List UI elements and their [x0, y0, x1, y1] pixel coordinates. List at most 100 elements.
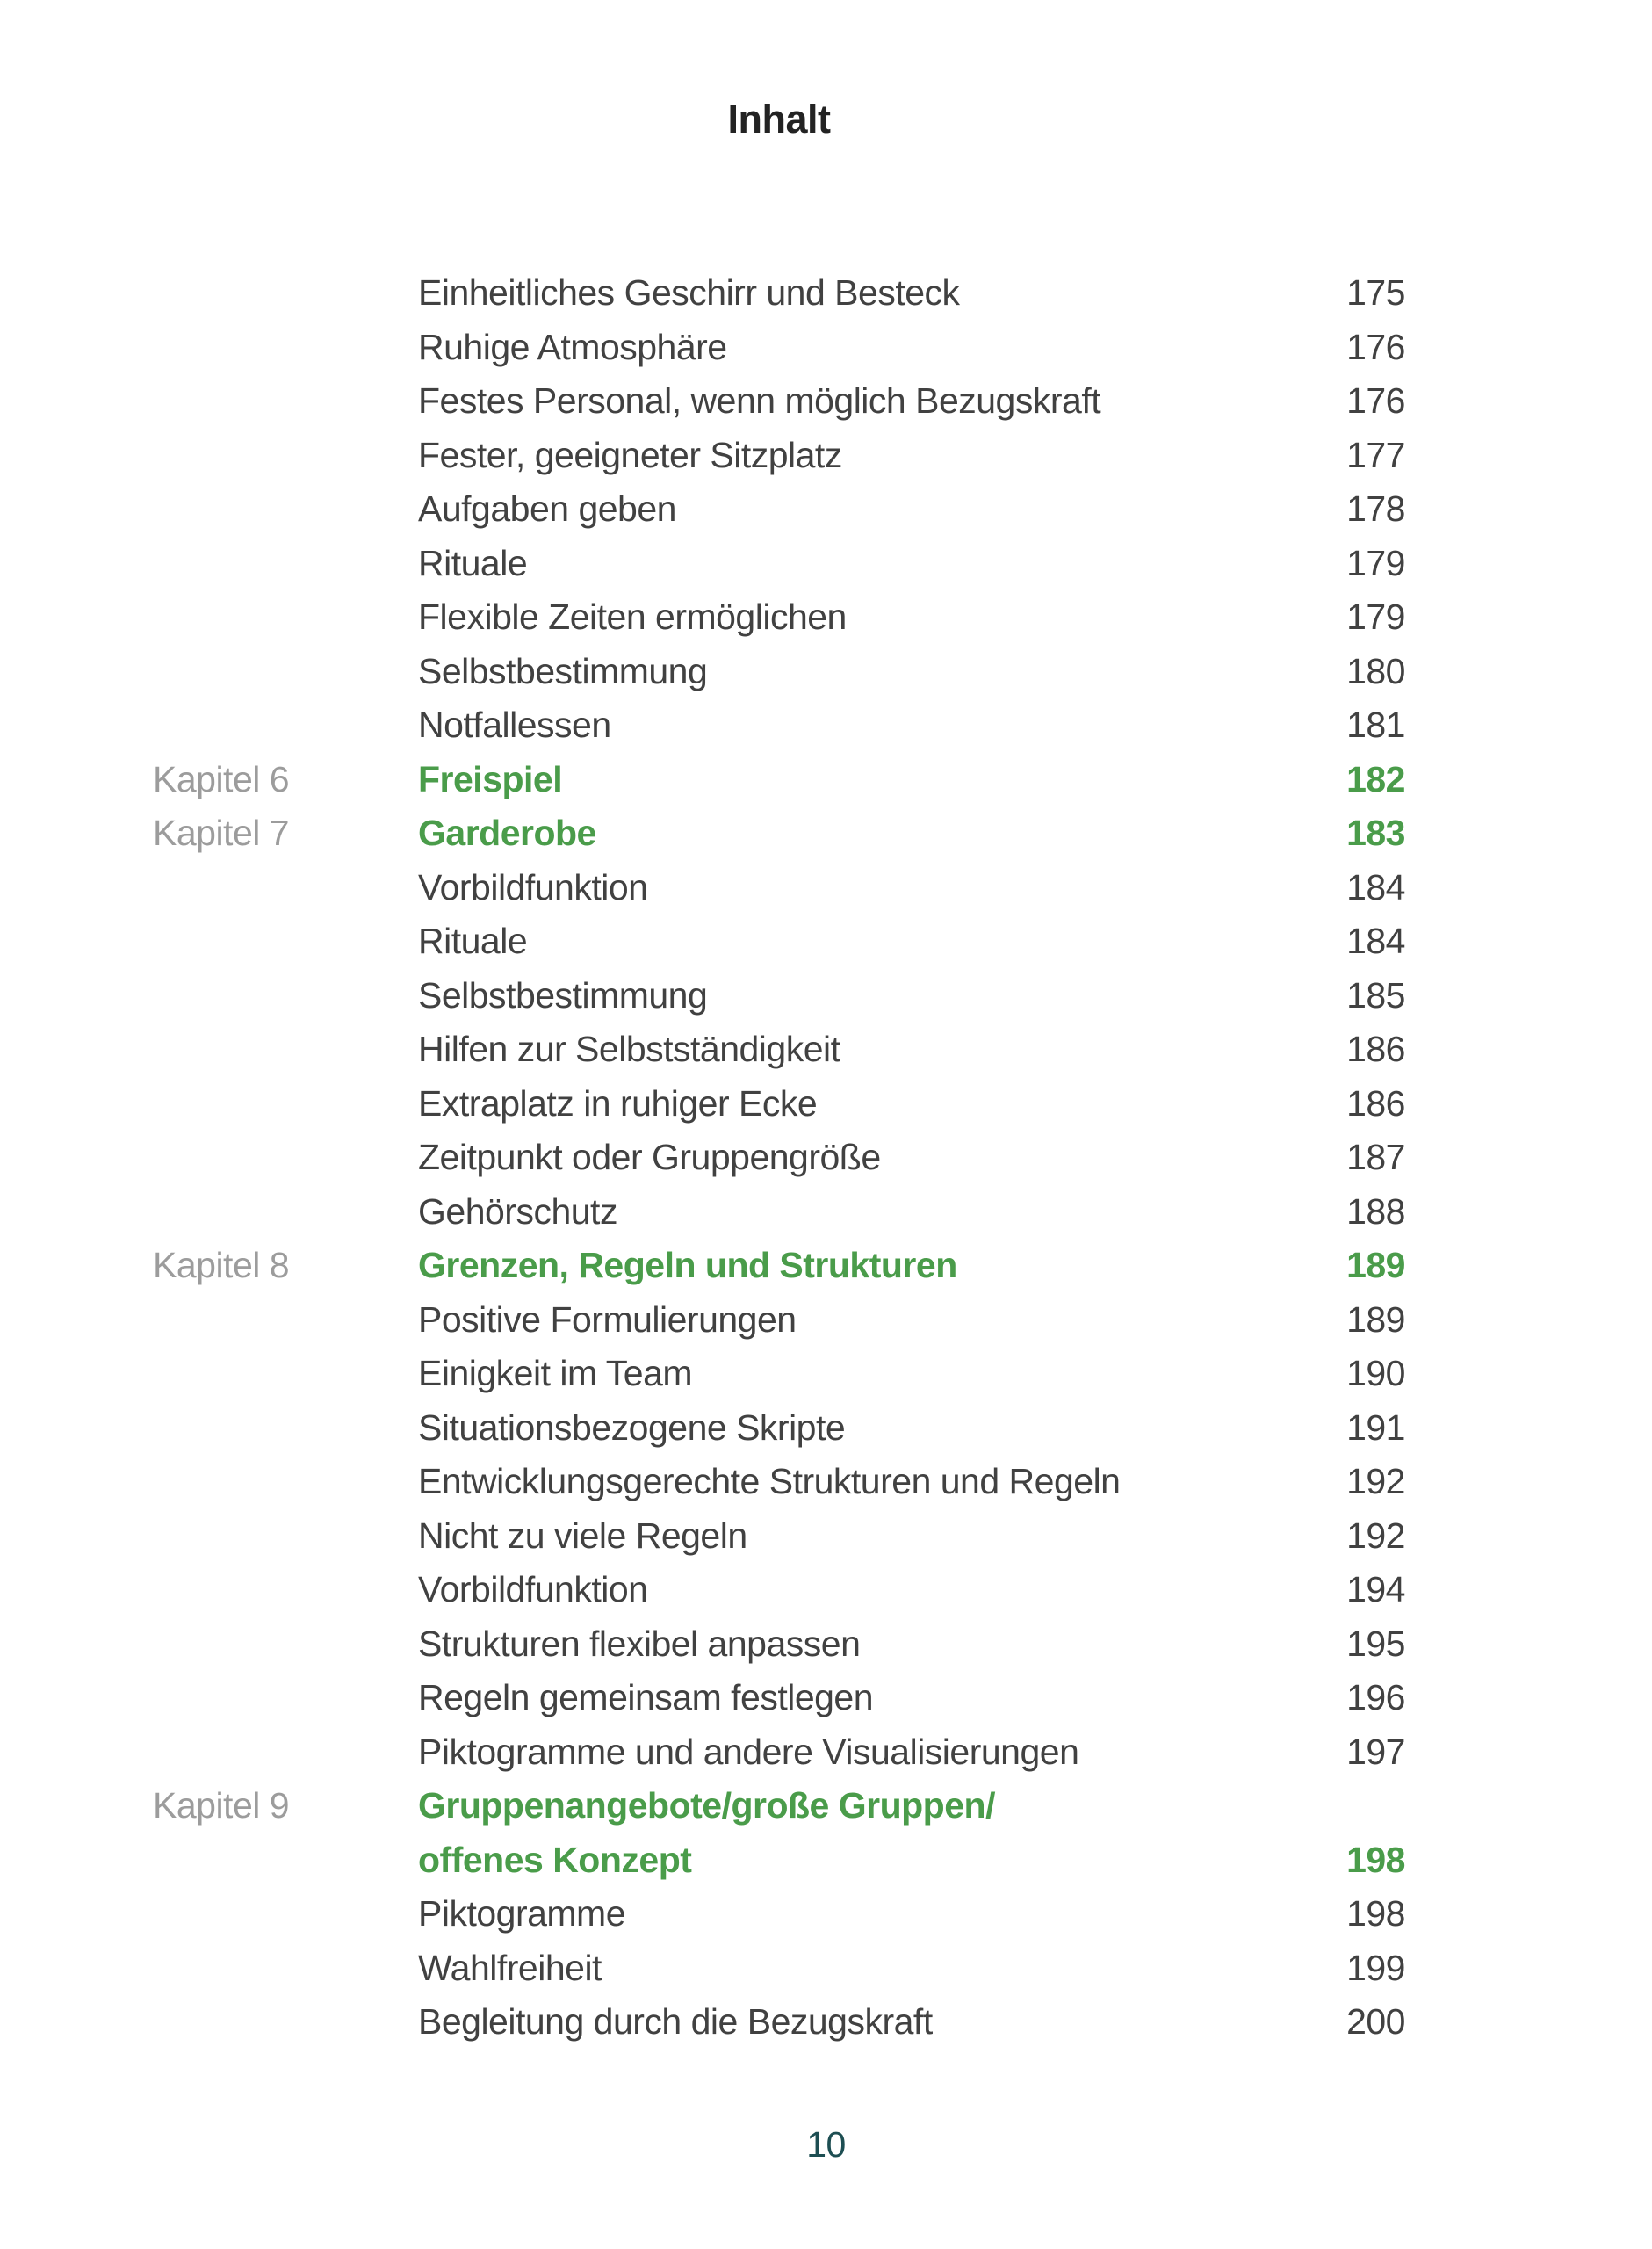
toc-entry-title[interactable]: Gruppenangebote/große Gruppen/	[418, 1785, 995, 1826]
toc-item-row[interactable]: Piktogramme 198	[153, 1887, 1405, 1942]
toc-entry-page: 179	[1346, 597, 1405, 637]
toc-entry-page: 180	[1346, 650, 1405, 691]
toc-entry-title[interactable]: Entwicklungsgerechte Strukturen und Rege…	[418, 1461, 1121, 1501]
chapter-label: Kapitel 8	[153, 1245, 290, 1285]
toc-entry-page: 199	[1346, 1947, 1405, 1988]
toc-item-row[interactable]: Einigkeit im Team 190	[153, 1347, 1405, 1401]
toc-entry-title[interactable]: Fester, geeigneter Sitzplatz	[418, 434, 842, 475]
toc-entry-title[interactable]: Situationsbezogene Skripte	[418, 1407, 846, 1448]
toc-entry-page: 187	[1346, 1137, 1405, 1177]
toc-entry-title[interactable]: Nicht zu viele Regeln	[418, 1515, 747, 1556]
toc-item-row[interactable]: Vorbildfunktion 194	[153, 1563, 1405, 1617]
toc-entry-page: 181	[1346, 705, 1405, 745]
toc-entry-page: 177	[1346, 434, 1405, 475]
toc-entry-title[interactable]: Zeitpunkt oder Gruppengröße	[418, 1137, 881, 1177]
toc-entry-title[interactable]: Festes Personal, wenn möglich Bezugskraf…	[418, 380, 1101, 421]
toc-item-row[interactable]: Ruhige Atmosphäre 176	[153, 321, 1405, 375]
toc-entry-page: 184	[1346, 921, 1405, 961]
toc-entry-title[interactable]: Grenzen, Regeln und Strukturen	[418, 1245, 957, 1285]
toc-item-row[interactable]: Nicht zu viele Regeln 192	[153, 1509, 1405, 1564]
toc-entry-title[interactable]: Begleitung durch die Bezugskraft	[418, 2001, 933, 2042]
toc-item-row[interactable]: Wahlfreiheit 199	[153, 1942, 1405, 1996]
chapter-label: Kapitel 6	[153, 758, 290, 799]
toc-item-row[interactable]: Begleitung durch die Bezugskraft 200	[153, 1995, 1405, 2050]
toc-entry-title[interactable]: Einheitliches Geschirr und Besteck	[418, 272, 960, 313]
toc-item-row[interactable]: Notfallessen 181	[153, 698, 1405, 753]
toc-chapter-row[interactable]: Kapitel 8 Grenzen, Regeln und Strukturen 1…	[153, 1239, 1405, 1293]
toc-entry-page: 185	[1346, 974, 1405, 1016]
toc-chapter-row[interactable]: offenes Konzept 198	[153, 1833, 1405, 1888]
toc-item-row[interactable]: Selbstbestimmung 185	[153, 969, 1405, 1023]
toc-entry-title[interactable]: Notfallessen	[418, 705, 611, 745]
toc-entry-title[interactable]: Ruhige Atmosphäre	[418, 326, 727, 367]
toc-entry-page: 186	[1346, 1029, 1405, 1069]
toc-entry-title[interactable]: Strukturen flexibel anpassen	[418, 1623, 861, 1664]
toc-entry-title[interactable]: Extraplatz in ruhiger Ecke	[418, 1082, 818, 1124]
toc-entry-page: 175	[1346, 272, 1405, 313]
toc-entry-page: 179	[1346, 542, 1405, 583]
toc-entry-title[interactable]: Einigkeit im Team	[418, 1353, 693, 1393]
toc-entry-title[interactable]: Garderobe	[418, 813, 596, 853]
toc-entry-title[interactable]: Wahlfreiheit	[418, 1947, 602, 1988]
toc-entry-title[interactable]: Vorbildfunktion	[418, 1569, 648, 1609]
toc-entry-page: 200	[1346, 2001, 1405, 2042]
toc-chapter-row[interactable]: Kapitel 7 Garderobe 183	[153, 806, 1405, 861]
toc-entry-page: 197	[1346, 1731, 1405, 1772]
table-of-contents: Einheitliches Geschirr und Besteck 175 Ruh…	[153, 266, 1405, 2050]
toc-item-row[interactable]: Situationsbezogene Skripte 191	[153, 1401, 1405, 1456]
toc-item-row[interactable]: Gehörschutz 188	[153, 1185, 1405, 1240]
toc-entry-title[interactable]: Positive Formulierungen	[418, 1298, 797, 1340]
toc-entry-page: 186	[1346, 1082, 1405, 1124]
toc-item-row[interactable]: Entwicklungsgerechte Strukturen und Rege…	[153, 1455, 1405, 1509]
toc-entry-title[interactable]: Vorbildfunktion	[418, 866, 648, 908]
toc-entry-title[interactable]: offenes Konzept	[418, 1839, 692, 1880]
toc-entry-title[interactable]: Piktogramme	[418, 1893, 626, 1934]
toc-entry-page: 189	[1346, 1245, 1405, 1285]
toc-entry-title[interactable]: Rituale	[418, 921, 528, 961]
toc-entry-page: 196	[1346, 1677, 1405, 1717]
page-number-folio: 10	[806, 2124, 846, 2165]
toc-entry-page: 192	[1346, 1461, 1405, 1501]
toc-item-row[interactable]: Rituale 179	[153, 537, 1405, 591]
toc-entry-page: 190	[1346, 1353, 1405, 1393]
toc-item-row[interactable]: Festes Personal, wenn möglich Bezugskraf…	[153, 374, 1405, 429]
toc-entry-page: 191	[1346, 1407, 1405, 1448]
page-title: Inhalt	[727, 97, 832, 141]
toc-entry-title[interactable]: Flexible Zeiten ermöglichen	[418, 597, 847, 637]
toc-entry-page: 178	[1346, 488, 1405, 529]
toc-item-row[interactable]: Aufgaben geben 178	[153, 482, 1405, 537]
toc-entry-title[interactable]: Gehörschutz	[418, 1190, 617, 1232]
toc-entry-page: 198	[1346, 1893, 1405, 1934]
toc-item-row[interactable]: Einheitliches Geschirr und Besteck 175	[153, 266, 1405, 321]
toc-item-row[interactable]: Fester, geeigneter Sitzplatz 177	[153, 429, 1405, 483]
toc-item-row[interactable]: Piktogramme und andere Visualisierungen 1…	[153, 1725, 1405, 1780]
toc-entry-title[interactable]: Piktogramme und andere Visualisierungen	[418, 1731, 1079, 1772]
toc-item-row[interactable]: Hilfen zur Selbstständigkeit 186	[153, 1023, 1405, 1077]
toc-entry-page: 176	[1346, 326, 1405, 367]
toc-entry-page: 184	[1346, 866, 1405, 908]
toc-item-row[interactable]: Flexible Zeiten ermöglichen 179	[153, 590, 1405, 645]
toc-item-row[interactable]: Positive Formulierungen 189	[153, 1293, 1405, 1348]
toc-item-row[interactable]: Extraplatz in ruhiger Ecke 186	[153, 1077, 1405, 1132]
toc-entry-title[interactable]: Rituale	[418, 542, 528, 583]
toc-item-row[interactable]: Zeitpunkt oder Gruppengröße 187	[153, 1131, 1405, 1185]
toc-entry-title[interactable]: Selbstbestimmung	[418, 974, 708, 1016]
toc-chapter-row[interactable]: Kapitel 6 Freispiel 182	[153, 753, 1405, 807]
toc-entry-page: 183	[1346, 813, 1405, 853]
chapter-label: Kapitel 9	[153, 1785, 290, 1826]
toc-chapter-row[interactable]: Kapitel 9 Gruppenangebote/große Gruppen/	[153, 1779, 1405, 1833]
toc-entry-page: 194	[1346, 1569, 1405, 1609]
toc-entry-title[interactable]: Hilfen zur Selbstständigkeit	[418, 1029, 840, 1069]
toc-item-row[interactable]: Selbstbestimmung 180	[153, 645, 1405, 699]
toc-item-row[interactable]: Rituale 184	[153, 915, 1405, 969]
toc-entry-page: 176	[1346, 380, 1405, 421]
toc-item-row[interactable]: Regeln gemeinsam festlegen 196	[153, 1671, 1405, 1725]
toc-item-row[interactable]: Strukturen flexibel anpassen 195	[153, 1617, 1405, 1672]
toc-item-row[interactable]: Vorbildfunktion 184	[153, 861, 1405, 915]
toc-entry-title[interactable]: Aufgaben geben	[418, 488, 676, 529]
toc-entry-title[interactable]: Selbstbestimmung	[418, 650, 708, 691]
toc-entry-title[interactable]: Regeln gemeinsam festlegen	[418, 1677, 874, 1717]
toc-entry-page: 182	[1346, 758, 1405, 799]
toc-entry-page: 188	[1346, 1190, 1405, 1232]
toc-entry-title[interactable]: Freispiel	[418, 758, 563, 799]
